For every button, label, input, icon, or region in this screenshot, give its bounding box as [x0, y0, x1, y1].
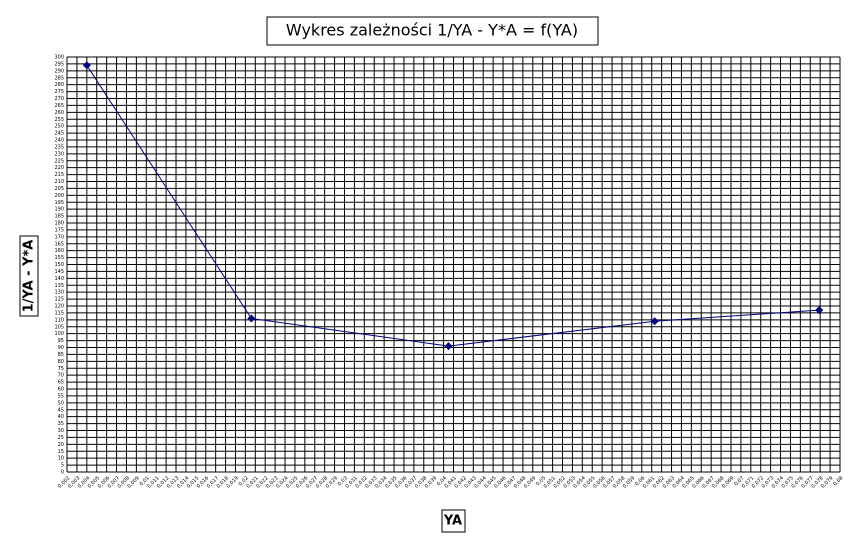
data-point [650, 317, 659, 326]
x-axis-label: YA [443, 514, 462, 529]
y-tick-label: 70 [58, 373, 64, 379]
y-tick-label: 180 [54, 221, 64, 227]
y-tick-label: 20 [58, 442, 64, 448]
y-tick-label: 55 [58, 393, 64, 399]
y-tick-label: 40 [58, 414, 64, 420]
y-tick-label: 200 [54, 193, 64, 199]
y-tick-label: 130 [54, 290, 64, 296]
y-tick-label: 125 [54, 297, 64, 303]
y-tick-label: 215 [54, 172, 64, 178]
y-tick-label: 290 [54, 68, 64, 74]
y-tick-label: 5 [61, 463, 64, 469]
y-tick-label: 285 [54, 75, 64, 81]
x-label-box [441, 509, 466, 533]
data-point [444, 342, 453, 351]
y-axis-label: 1/YA - Y*A [22, 240, 37, 313]
y-tick-label: 35 [58, 421, 64, 427]
y-tick-label: 260 [54, 110, 64, 116]
y-tick-label: 0 [61, 470, 64, 476]
chart-title: Wykres zależności 1/YA - Y*A = f(YA) [286, 21, 578, 40]
y-tick-label: 160 [54, 248, 64, 254]
y-tick-label: 190 [54, 207, 64, 213]
y-tick-label: 195 [54, 200, 64, 206]
y-tick-label: 165 [54, 241, 64, 247]
y-tick-label: 270 [54, 96, 64, 102]
y-tick-label: 155 [54, 255, 64, 261]
y-tick-label: 210 [54, 179, 64, 185]
y-tick-label: 140 [54, 276, 64, 282]
y-tick-label: 10 [58, 456, 64, 462]
y-tick-label: 220 [54, 165, 64, 171]
y-tick-label: 60 [58, 387, 64, 393]
y-tick-label: 230 [54, 151, 64, 157]
y-label-box [19, 235, 39, 317]
y-tick-label: 245 [54, 131, 64, 137]
y-tick-label: 185 [54, 214, 64, 220]
y-tick-label: 90 [58, 345, 64, 351]
y-tick-label: 15 [58, 449, 64, 455]
y-tick-label: 85 [58, 352, 64, 358]
y-tick-label: 250 [54, 124, 64, 130]
y-tick-label: 95 [58, 338, 64, 344]
y-tick-label: 280 [54, 82, 64, 88]
data-point [247, 314, 256, 323]
y-tick-label: 50 [58, 400, 64, 406]
data-point [82, 61, 91, 70]
y-tick-label: 25 [58, 435, 64, 441]
y-tick-label: 105 [54, 324, 64, 330]
y-tick-label: 120 [54, 304, 64, 310]
y-tick-label: 240 [54, 138, 64, 144]
data-point [815, 306, 824, 315]
y-tick-label: 30 [58, 428, 64, 434]
y-tick-label: 300 [54, 55, 64, 61]
y-tick-label: 255 [54, 117, 64, 123]
y-tick-label: 115 [54, 310, 64, 316]
y-tick-label: 65 [58, 380, 64, 386]
y-tick-label: 295 [54, 61, 64, 67]
y-tick-label: 100 [54, 331, 64, 337]
y-tick-label: 235 [54, 144, 64, 150]
title-box [266, 16, 599, 46]
y-tick-label: 110 [54, 317, 64, 323]
y-tick-label: 80 [58, 359, 64, 365]
y-tick-label: 45 [58, 407, 64, 413]
y-tick-label: 145 [54, 269, 64, 275]
y-tick-label: 175 [54, 227, 64, 233]
y-tick-label: 135 [54, 283, 64, 289]
y-tick-label: 275 [54, 89, 64, 95]
y-tick-label: 265 [54, 103, 64, 109]
y-tick-label: 225 [54, 158, 64, 164]
y-tick-label: 75 [58, 366, 64, 372]
y-tick-label: 205 [54, 186, 64, 192]
y-tick-label: 150 [54, 262, 64, 268]
y-tick-label: 170 [54, 234, 64, 240]
